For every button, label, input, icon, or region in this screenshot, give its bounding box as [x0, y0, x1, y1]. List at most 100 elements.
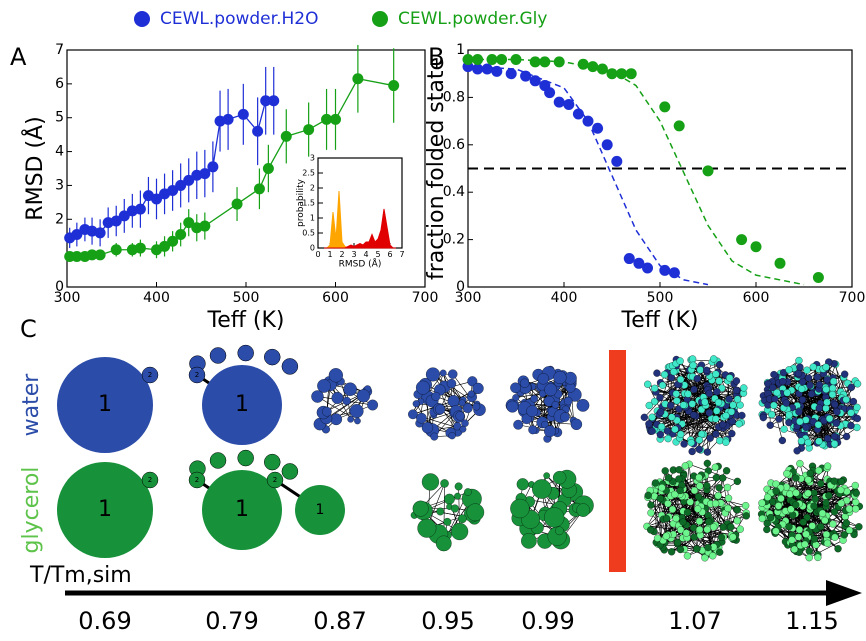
network-node: [238, 450, 254, 466]
data-point: [674, 120, 685, 131]
network-node: [792, 501, 799, 508]
network-node: [426, 368, 440, 382]
row-label: glycerol: [19, 467, 44, 554]
network-node: [544, 472, 550, 478]
data-point: [616, 68, 627, 79]
network-node: [852, 482, 859, 489]
network-node: [554, 371, 567, 384]
network-node: [704, 449, 711, 456]
network-node: [680, 519, 687, 526]
network-node: [819, 510, 826, 517]
network-node: [704, 526, 711, 533]
network-node: [784, 389, 791, 396]
network-node: [332, 392, 344, 404]
data-point: [207, 161, 218, 172]
network-node: [677, 358, 684, 365]
network-node: [802, 424, 809, 431]
network-node: [517, 478, 529, 490]
network-node: [854, 380, 861, 387]
network-node: [264, 349, 280, 365]
network-node: [722, 439, 729, 446]
network-node: [726, 396, 733, 403]
network-node: [649, 428, 656, 435]
ratio-label: 0.99: [521, 607, 574, 635]
network-node: [811, 503, 818, 510]
network-node: [716, 361, 723, 368]
network-node: [432, 392, 441, 401]
x-tick-label: 0: [315, 250, 320, 259]
network-node: [694, 375, 701, 382]
data-point: [482, 63, 493, 74]
network-node: [544, 507, 564, 527]
data-point: [751, 241, 762, 252]
network-node: [458, 515, 466, 523]
network-node: [715, 492, 722, 499]
network-node: [664, 500, 671, 507]
network-node: [440, 479, 448, 487]
network-node: [460, 426, 466, 432]
data-point: [135, 204, 146, 215]
data-point: [254, 183, 265, 194]
network-node: [418, 519, 437, 538]
network-node: [560, 412, 569, 421]
network-node: [532, 479, 551, 498]
network-node: [459, 400, 466, 407]
network-node: [416, 381, 430, 395]
network-node: [843, 488, 850, 495]
network-node: [783, 400, 790, 407]
network-node: [665, 435, 672, 442]
network-node: [690, 362, 697, 369]
network-node: [817, 523, 824, 530]
network-node: [816, 405, 823, 412]
network-node: [571, 419, 582, 430]
network-node: [322, 407, 331, 416]
network-node: [703, 482, 710, 489]
network-node: [665, 474, 672, 481]
network-node: [451, 523, 468, 540]
network-node: [812, 495, 819, 502]
network-node: [723, 467, 730, 474]
network-node: [785, 523, 792, 530]
data-point: [506, 68, 517, 79]
x-tick-label: 700: [412, 290, 439, 306]
network-node: [662, 467, 669, 474]
network-node: [670, 368, 677, 375]
network-node: [798, 438, 805, 445]
network-node: [823, 386, 830, 393]
network-node: [837, 487, 844, 494]
network-node: [413, 400, 420, 407]
network-node: [577, 504, 590, 517]
node-label: 2: [273, 476, 277, 484]
network-node: [738, 412, 745, 419]
network-node: [803, 367, 810, 374]
network-node: [806, 554, 813, 561]
network-node: [684, 509, 691, 516]
network-node: [664, 428, 671, 435]
network-node: [846, 505, 853, 512]
data-point: [175, 229, 186, 240]
network-node: [701, 399, 708, 406]
network-node: [824, 376, 831, 383]
network-node: [799, 396, 806, 403]
network-node: [444, 494, 454, 504]
network-node: [663, 515, 670, 522]
network-node: [831, 508, 838, 515]
network-node: [464, 488, 471, 495]
network-node: [843, 433, 850, 440]
network-node: [831, 534, 838, 541]
network-node: [725, 495, 732, 502]
network-node: [712, 500, 719, 507]
data-point: [263, 163, 274, 174]
network-node: [733, 377, 740, 384]
network-node: [825, 492, 832, 499]
network-node: [760, 414, 767, 421]
network-node: [705, 518, 712, 525]
network-node: [544, 383, 557, 396]
data-point: [626, 68, 637, 79]
network-node: [521, 533, 536, 548]
network-node: [773, 488, 780, 495]
network-node: [641, 414, 648, 421]
network-node: [693, 545, 700, 552]
network-node: [743, 512, 750, 519]
network-node: [816, 381, 823, 388]
